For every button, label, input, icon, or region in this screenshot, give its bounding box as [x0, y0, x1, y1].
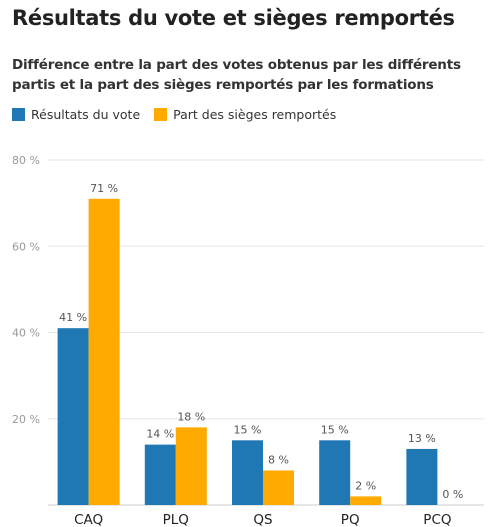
- x-tick-label-qs: QS: [253, 512, 272, 527]
- bar-qs-seats: [263, 470, 294, 505]
- x-tick-label-caq: CAQ: [74, 512, 103, 527]
- y-tick-label-60: 60 %: [12, 240, 40, 253]
- y-tick-label-80: 80 %: [12, 154, 40, 167]
- legend-item-seats: Part des sièges remportés: [154, 107, 336, 122]
- data-label-plq-seats: 18 %: [177, 410, 205, 423]
- data-label-caq-votes: 41 %: [59, 311, 87, 324]
- data-label-qs-seats: 8 %: [268, 454, 289, 467]
- bar-caq-seats: [88, 198, 120, 505]
- legend-label-votes: Résultats du vote: [31, 107, 141, 122]
- bar-pq-votes: [319, 440, 351, 505]
- data-label-caq-seats: 71 %: [90, 182, 118, 195]
- legend-swatch-seats: [154, 108, 168, 121]
- bar-plq-seats: [175, 427, 207, 505]
- data-label-qs-votes: 15 %: [234, 423, 262, 436]
- legend-swatch-votes: [12, 108, 25, 121]
- y-tick-label-20: 20 %: [12, 413, 40, 426]
- bar-caq-votes: [57, 328, 89, 505]
- bar-pq-seats: [350, 496, 382, 505]
- data-label-pq-seats: 2 %: [355, 479, 376, 492]
- chart-subtitle: Différence entre la part des votes obten…: [12, 57, 461, 93]
- data-label-pcq-seats: 0 %: [442, 488, 463, 501]
- data-label-pcq-votes: 13 %: [408, 432, 436, 445]
- data-label-pq-votes: 15 %: [321, 423, 349, 436]
- legend-label-seats: Part des sièges remportés: [173, 107, 337, 122]
- y-tick-label-40: 40 %: [12, 327, 40, 340]
- legend-item-votes: Résultats du vote: [12, 107, 140, 122]
- x-tick-label-pq: PQ: [341, 512, 360, 527]
- bar-qs-votes: [232, 440, 263, 505]
- chart-title: Résultats du vote et sièges remportés: [12, 6, 455, 30]
- bar-pcq-votes: [406, 448, 438, 505]
- data-label-plq-votes: 14 %: [146, 428, 174, 441]
- x-tick-label-plq: PLQ: [163, 512, 189, 527]
- chart-legend: Résultats du vote Part des sièges rempor…: [12, 107, 350, 122]
- x-tick-label-pcq: PCQ: [423, 512, 451, 527]
- bar-plq-votes: [144, 444, 176, 505]
